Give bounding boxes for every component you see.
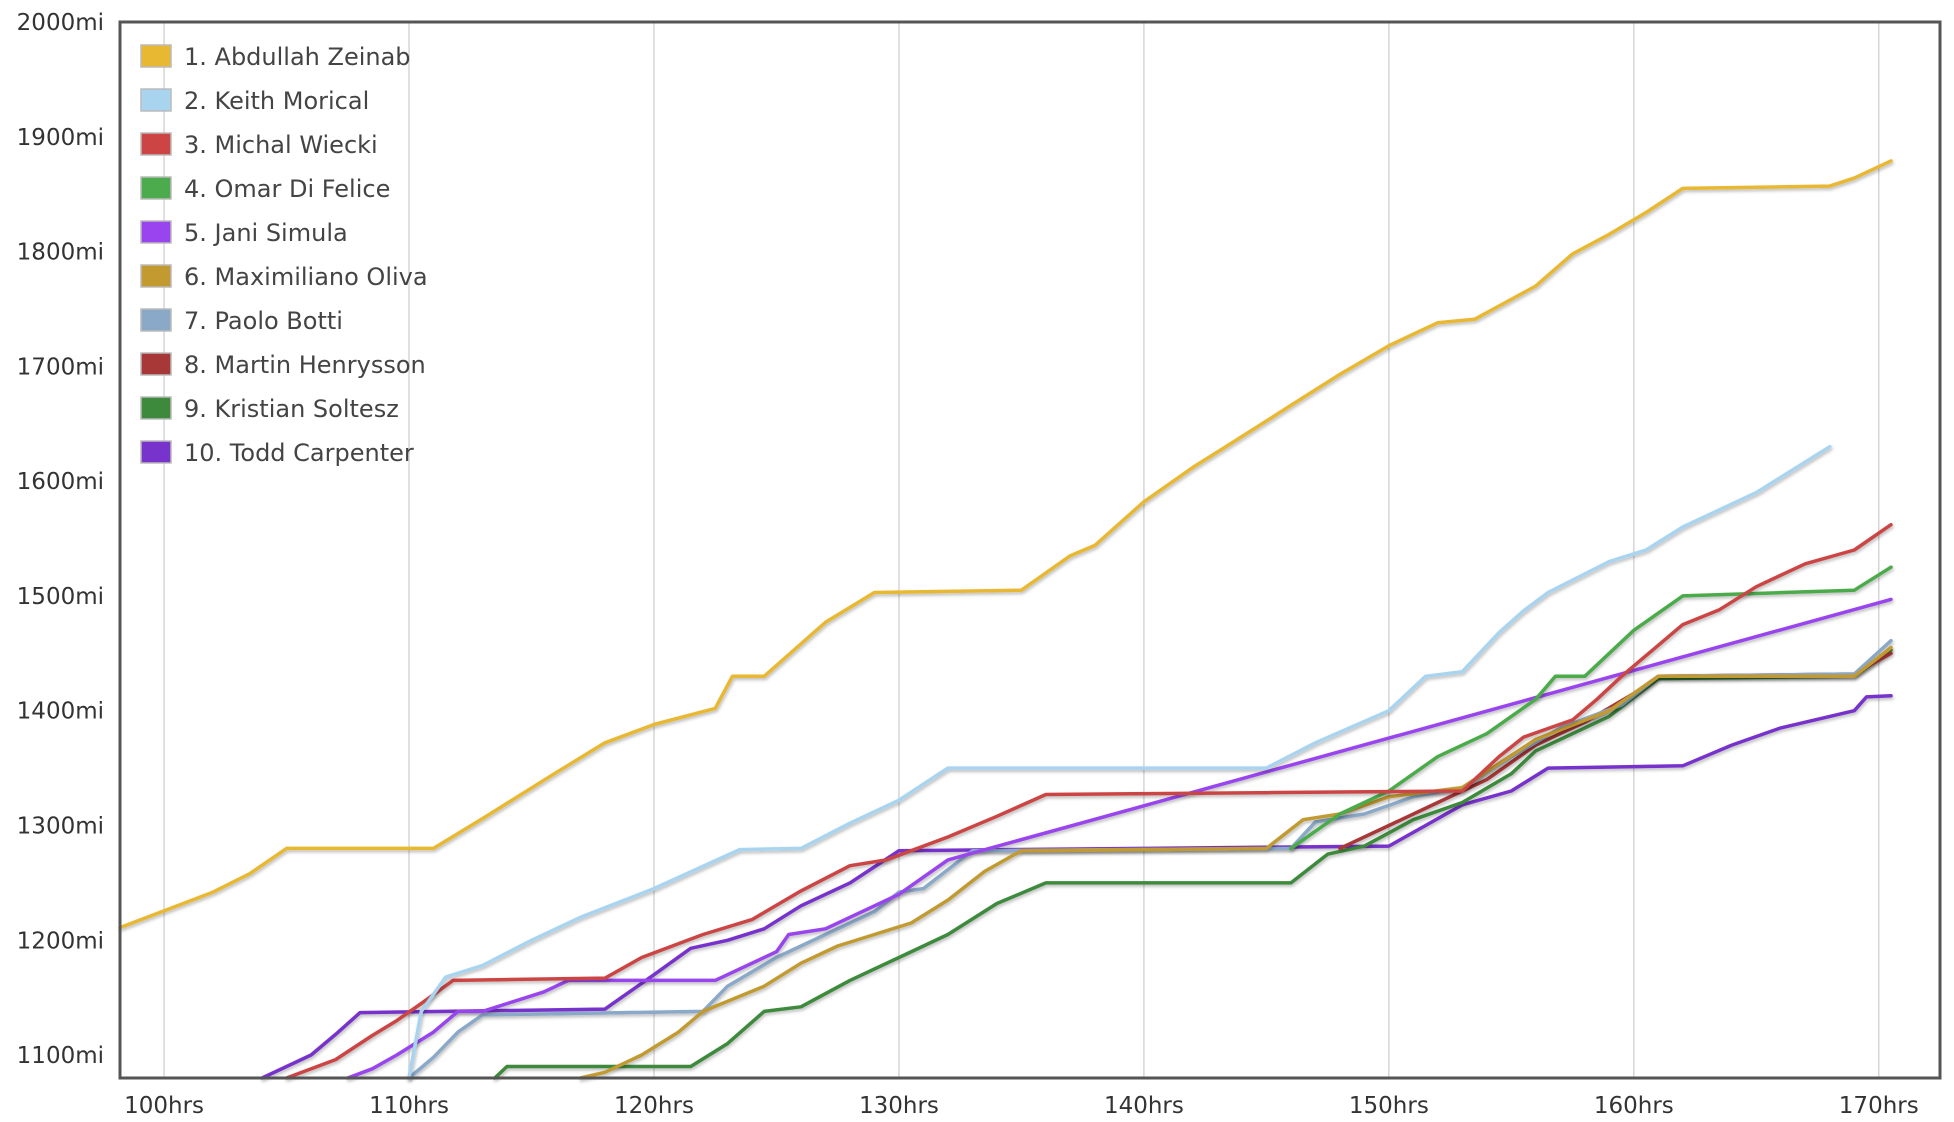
legend-item[interactable]: 5. Jani Simula [140, 219, 348, 247]
legend-swatch [140, 264, 172, 288]
legend-label: 7. Paolo Botti [184, 307, 343, 335]
legend-label: 4. Omar Di Felice [184, 175, 390, 203]
legend-swatch [140, 396, 172, 420]
legend-swatch [140, 440, 172, 464]
series-line [578, 645, 1893, 1080]
series-line [493, 648, 1893, 1080]
x-tick-label: 170hrs [1839, 1093, 1919, 1119]
legend-item[interactable]: 4. Omar Di Felice [140, 175, 390, 203]
legend-item[interactable]: 10. Todd Carpenter [140, 439, 414, 467]
series-line [1289, 565, 1893, 851]
legend-label: 9. Kristian Soltesz [184, 395, 399, 423]
series-line [260, 694, 1893, 1080]
y-tick-label: 1800mi [17, 240, 104, 266]
series-line [118, 159, 1893, 930]
series-line [346, 597, 1893, 1080]
series-lines [118, 159, 1893, 1080]
series-line [407, 638, 1893, 1080]
x-tick-label: 110hrs [369, 1093, 449, 1119]
legend-item[interactable]: 9. Kristian Soltesz [140, 395, 399, 423]
y-tick-label: 1400mi [17, 699, 104, 725]
legend-label: 3. Michal Wiecki [184, 131, 378, 159]
legend-label: 1. Abdullah Zeinab [184, 43, 411, 71]
y-tick-label: 1900mi [17, 125, 104, 151]
legend-label: 6. Maximiliano Oliva [184, 263, 428, 291]
legend-label: 2. Keith Morical [184, 87, 369, 115]
legend-swatch [140, 44, 172, 68]
legend-item[interactable]: 2. Keith Morical [140, 87, 369, 115]
legend-swatch [140, 88, 172, 112]
y-tick-label: 1600mi [17, 469, 104, 495]
legend-item[interactable]: 7. Paolo Botti [140, 307, 343, 335]
legend-swatch [140, 176, 172, 200]
plot-frame [118, 20, 1942, 1080]
y-tick-label: 1300mi [17, 813, 104, 839]
x-tick-label: 140hrs [1104, 1093, 1184, 1119]
legend-swatch [140, 308, 172, 332]
x-tick-label: 120hrs [614, 1093, 694, 1119]
grid-lines [163, 22, 1880, 1078]
y-tick-label: 1500mi [17, 584, 104, 610]
series-line [407, 444, 1832, 1080]
legend-label: 8. Martin Henrysson [184, 351, 426, 379]
y-tick-label: 2000mi [17, 10, 104, 36]
y-axis-tick-labels: 1100mi 1200mi 1300mi 1400mi 1500mi 1600mi 1700… [17, 10, 104, 1069]
y-tick-label: 1200mi [17, 928, 104, 954]
legend-item[interactable]: 1. Abdullah Zeinab [140, 43, 411, 71]
y-tick-label: 1100mi [17, 1043, 104, 1069]
legend-swatch [140, 352, 172, 376]
x-tick-label: 100hrs [124, 1093, 204, 1119]
x-tick-label: 160hrs [1594, 1093, 1674, 1119]
x-tick-label: 130hrs [859, 1093, 939, 1119]
legend-item[interactable]: 3. Michal Wiecki [140, 131, 378, 159]
x-tick-label: 150hrs [1349, 1093, 1429, 1119]
legend-item[interactable]: 8. Martin Henrysson [140, 351, 426, 379]
legend[interactable]: 1. Abdullah Zeinab 2. Keith Morical 3. Mic… [140, 43, 428, 467]
series-line [284, 522, 1893, 1080]
legend-label: 10. Todd Carpenter [184, 439, 414, 467]
x-axis-tick-labels: 100hrs 110hrs 120hrs 130hrs 140hrs 150hrs 160h… [124, 1093, 1919, 1119]
legend-label: 5. Jani Simula [184, 219, 348, 247]
legend-swatch [140, 132, 172, 156]
legend-swatch [140, 220, 172, 244]
legend-item[interactable]: 6. Maximiliano Oliva [140, 263, 428, 291]
y-tick-label: 1700mi [17, 354, 104, 380]
